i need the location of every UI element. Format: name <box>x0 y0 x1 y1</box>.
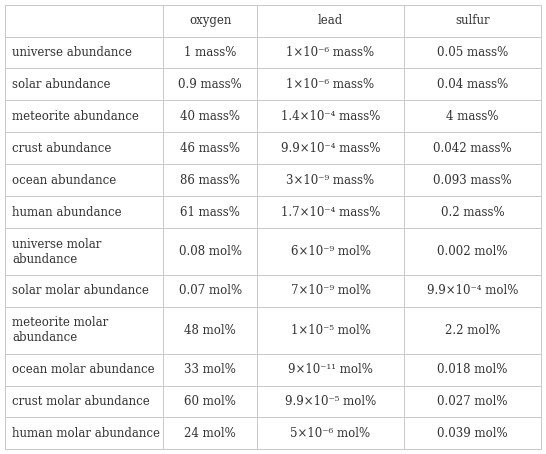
Text: 9×10⁻¹¹ mol%: 9×10⁻¹¹ mol% <box>288 363 373 376</box>
Text: 0.08 mol%: 0.08 mol% <box>179 245 242 258</box>
Text: 0.042 mass%: 0.042 mass% <box>433 142 512 155</box>
Text: 0.093 mass%: 0.093 mass% <box>433 174 512 187</box>
Text: 33 mol%: 33 mol% <box>184 363 236 376</box>
Text: 1.4×10⁻⁴ mass%: 1.4×10⁻⁴ mass% <box>281 110 380 123</box>
Text: 5×10⁻⁶ mol%: 5×10⁻⁶ mol% <box>290 427 371 440</box>
Text: 40 mass%: 40 mass% <box>180 110 240 123</box>
Text: meteorite molar
abundance: meteorite molar abundance <box>12 316 108 344</box>
Text: 0.07 mol%: 0.07 mol% <box>179 285 242 297</box>
Text: 2.2 mol%: 2.2 mol% <box>444 324 500 337</box>
Text: lead: lead <box>318 14 343 27</box>
Text: 61 mass%: 61 mass% <box>180 206 240 219</box>
Text: 0.05 mass%: 0.05 mass% <box>437 46 508 59</box>
Text: oxygen: oxygen <box>189 14 232 27</box>
Text: 9.9×10⁻⁴ mol%: 9.9×10⁻⁴ mol% <box>426 285 518 297</box>
Text: 9.9×10⁻⁴ mass%: 9.9×10⁻⁴ mass% <box>281 142 380 155</box>
Text: 9.9×10⁻⁵ mol%: 9.9×10⁻⁵ mol% <box>285 395 376 408</box>
Text: 1×10⁻⁶ mass%: 1×10⁻⁶ mass% <box>287 78 375 91</box>
Text: 1×10⁻⁵ mol%: 1×10⁻⁵ mol% <box>290 324 370 337</box>
Text: sulfur: sulfur <box>455 14 490 27</box>
Text: crust abundance: crust abundance <box>12 142 111 155</box>
Text: human molar abundance: human molar abundance <box>12 427 160 440</box>
Text: 1 mass%: 1 mass% <box>184 46 236 59</box>
Text: 6×10⁻⁹ mol%: 6×10⁻⁹ mol% <box>290 245 371 258</box>
Text: 0.04 mass%: 0.04 mass% <box>437 78 508 91</box>
Text: 0.027 mol%: 0.027 mol% <box>437 395 508 408</box>
Text: solar abundance: solar abundance <box>12 78 110 91</box>
Text: crust molar abundance: crust molar abundance <box>12 395 150 408</box>
Text: 0.039 mol%: 0.039 mol% <box>437 427 508 440</box>
Text: meteorite abundance: meteorite abundance <box>12 110 139 123</box>
Text: ocean abundance: ocean abundance <box>12 174 116 187</box>
Text: 7×10⁻⁹ mol%: 7×10⁻⁹ mol% <box>290 285 371 297</box>
Text: 1.7×10⁻⁴ mass%: 1.7×10⁻⁴ mass% <box>281 206 380 219</box>
Text: 0.2 mass%: 0.2 mass% <box>441 206 504 219</box>
Text: 86 mass%: 86 mass% <box>180 174 240 187</box>
Text: 4 mass%: 4 mass% <box>446 110 498 123</box>
Text: human abundance: human abundance <box>12 206 122 219</box>
Text: universe abundance: universe abundance <box>12 46 132 59</box>
Text: 3×10⁻⁹ mass%: 3×10⁻⁹ mass% <box>287 174 375 187</box>
Text: solar molar abundance: solar molar abundance <box>12 285 149 297</box>
Text: 0.9 mass%: 0.9 mass% <box>178 78 242 91</box>
Text: 0.018 mol%: 0.018 mol% <box>437 363 507 376</box>
Text: 24 mol%: 24 mol% <box>184 427 236 440</box>
Text: ocean molar abundance: ocean molar abundance <box>12 363 155 376</box>
Text: 48 mol%: 48 mol% <box>184 324 236 337</box>
Text: universe molar
abundance: universe molar abundance <box>12 237 102 266</box>
Text: 1×10⁻⁶ mass%: 1×10⁻⁶ mass% <box>287 46 375 59</box>
Text: 60 mol%: 60 mol% <box>184 395 236 408</box>
Text: 46 mass%: 46 mass% <box>180 142 240 155</box>
Text: 0.002 mol%: 0.002 mol% <box>437 245 508 258</box>
